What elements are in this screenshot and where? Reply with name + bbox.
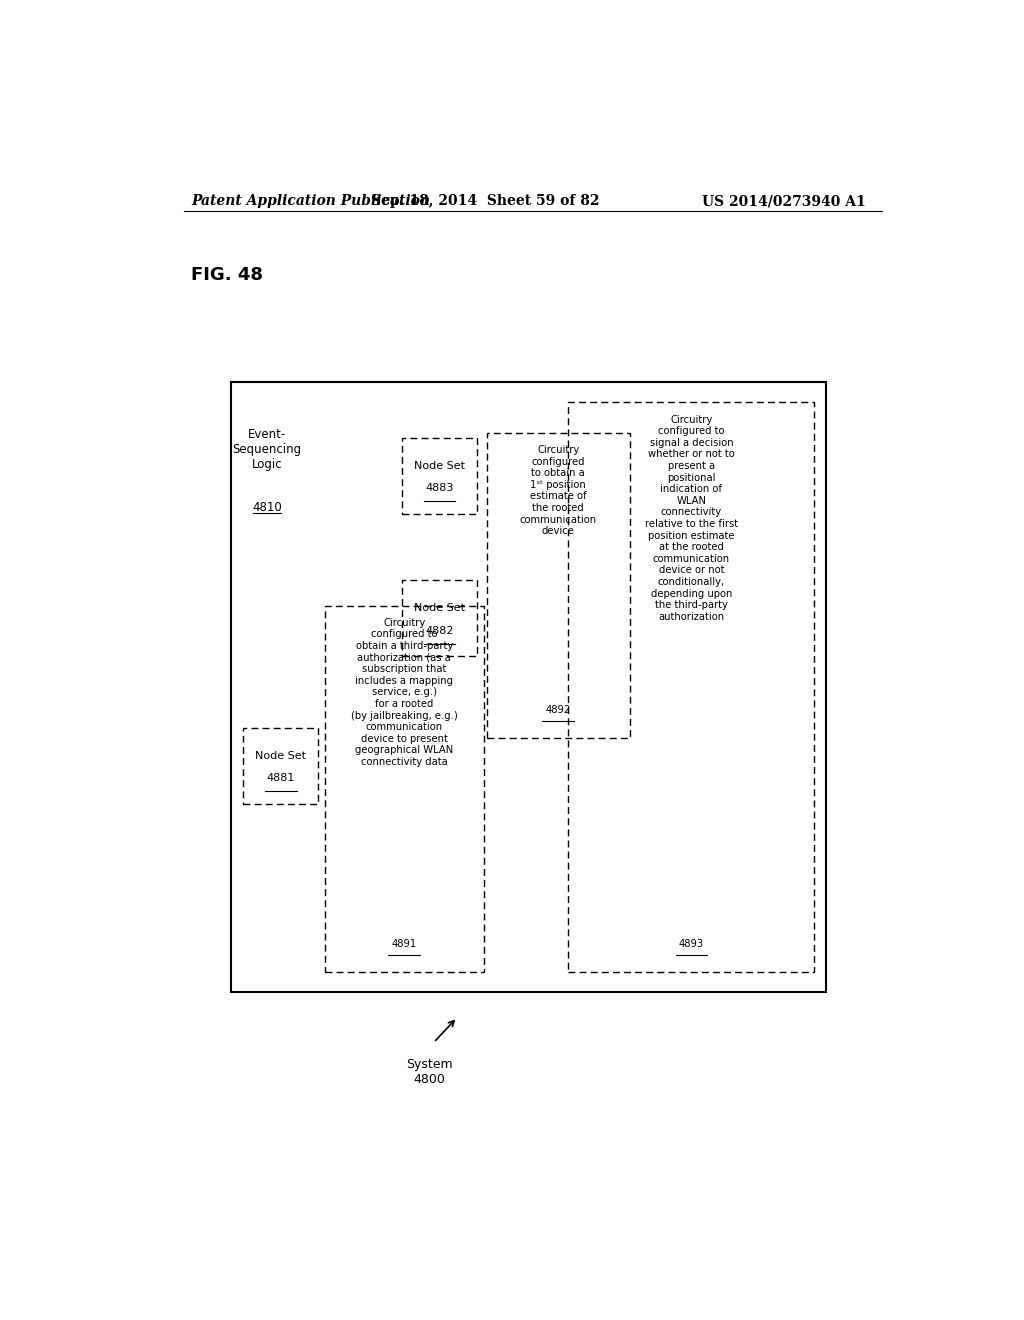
Text: Event-
Sequencing
Logic: Event- Sequencing Logic	[232, 428, 301, 471]
Bar	[486, 433, 630, 738]
Text: 4892: 4892	[546, 705, 570, 715]
Text: Circuitry
configured
to obtain a
1ˢᵗ position
estimate of
the rooted
communicati: Circuitry configured to obtain a 1ˢᵗ pos…	[519, 445, 597, 536]
Text: US 2014/0273940 A1: US 2014/0273940 A1	[702, 194, 866, 209]
Text: Node Set: Node Set	[414, 461, 465, 471]
Text: 4883: 4883	[425, 483, 454, 494]
Text: Node Set: Node Set	[414, 603, 465, 614]
Bar	[401, 438, 477, 515]
Bar	[568, 403, 814, 972]
Bar	[243, 727, 318, 804]
Text: Patent Application Publication: Patent Application Publication	[191, 194, 430, 209]
Text: Node Set: Node Set	[255, 751, 306, 760]
Bar	[401, 581, 477, 656]
Text: 4882: 4882	[425, 626, 454, 635]
Text: 4891: 4891	[391, 939, 417, 949]
Text: Sep. 18, 2014  Sheet 59 of 82: Sep. 18, 2014 Sheet 59 of 82	[371, 194, 599, 209]
Bar	[231, 381, 826, 991]
Text: 4893: 4893	[679, 939, 705, 949]
Text: Circuitry
configured to
signal a decision
whether or not to
present a
positional: Circuitry configured to signal a decisio…	[645, 414, 738, 622]
Text: Circuitry
configured to
obtain a third-party
authorization (as a
subscription th: Circuitry configured to obtain a third-p…	[351, 618, 458, 767]
Text: 4881: 4881	[266, 774, 295, 783]
Text: System
4800: System 4800	[407, 1057, 453, 1086]
Text: 4810: 4810	[252, 500, 282, 513]
Bar	[325, 606, 483, 972]
Text: FIG. 48: FIG. 48	[191, 267, 263, 284]
